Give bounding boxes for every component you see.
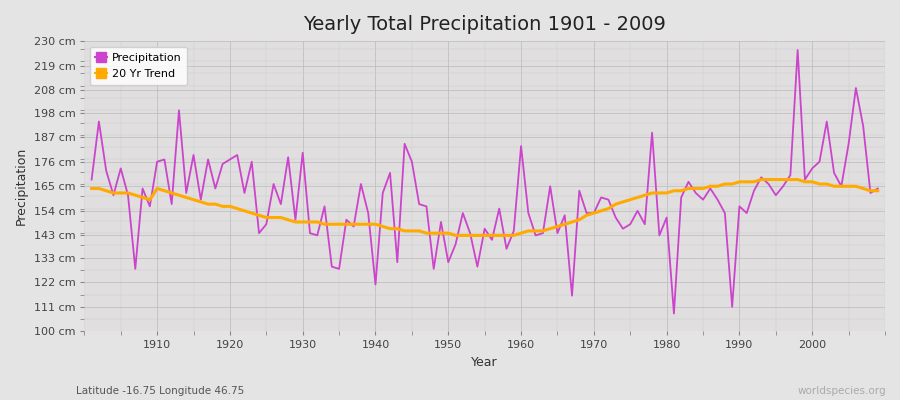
X-axis label: Year: Year (472, 356, 498, 369)
Text: worldspecies.org: worldspecies.org (798, 386, 886, 396)
Legend: Precipitation, 20 Yr Trend: Precipitation, 20 Yr Trend (90, 47, 187, 85)
Y-axis label: Precipitation: Precipitation (15, 147, 28, 225)
Text: Latitude -16.75 Longitude 46.75: Latitude -16.75 Longitude 46.75 (76, 386, 245, 396)
Title: Yearly Total Precipitation 1901 - 2009: Yearly Total Precipitation 1901 - 2009 (303, 15, 666, 34)
